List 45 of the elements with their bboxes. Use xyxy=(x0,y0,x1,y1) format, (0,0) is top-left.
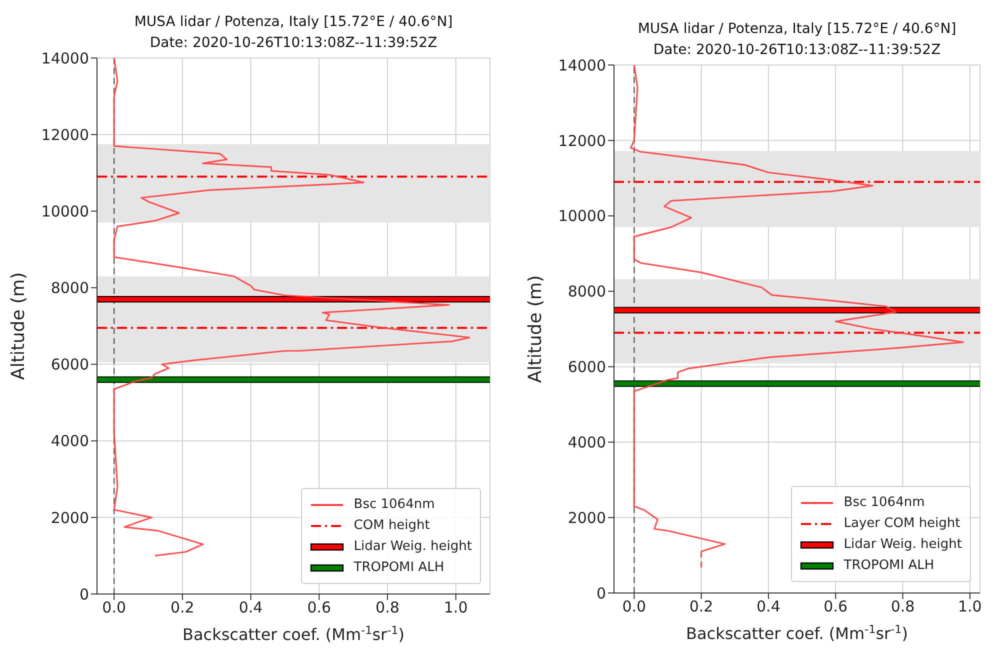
y-tick-label: 0 xyxy=(596,584,606,602)
legend-label: Lidar Weig. height xyxy=(844,536,962,554)
x-tick-label: 0.8 xyxy=(376,598,400,617)
y-tick-label: 10000 xyxy=(558,207,606,226)
x-axis-title: Backscatter coef. (Mm$^{-1}$sr$^{-1}$) xyxy=(686,622,908,643)
y-tick-label: 8000 xyxy=(50,279,89,298)
y-tick-label: 14000 xyxy=(41,49,89,68)
legend-label: Bsc 1064nm xyxy=(844,494,925,512)
x-axis-title: Backscatter coef. (Mm$^{-1}$sr$^{-1}$) xyxy=(182,624,405,644)
x-tick-label: 0.0 xyxy=(622,598,646,616)
y-tick-label: 4000 xyxy=(50,432,89,450)
y-tick-label: 8000 xyxy=(568,282,606,301)
y-tick-label: 4000 xyxy=(568,433,606,452)
x-tick-label: 0.0 xyxy=(102,598,126,617)
y-axis-title: Altitude (m) xyxy=(8,272,29,380)
y-tick-label: 2000 xyxy=(50,508,89,527)
y-tick-label: 10000 xyxy=(41,202,89,220)
chart-title: MUSA lidar / Potenza, Italy [15.72°E / 40.6°N] xyxy=(133,13,454,32)
y-tick-label: 0 xyxy=(79,585,89,604)
y-tick-label: 6000 xyxy=(50,356,89,374)
y-tick-label: 14000 xyxy=(558,56,606,74)
chart-subtitle: Date: 2020-10-26T10:13:08Z--11:39:52Z xyxy=(150,35,438,51)
y-tick-label: 12000 xyxy=(41,126,89,144)
x-tick-label: 0.6 xyxy=(307,598,332,617)
x-tick-label: 1.0 xyxy=(444,598,468,617)
x-tick-label: 1.0 xyxy=(958,598,982,616)
x-tick-label: 0.4 xyxy=(238,598,263,617)
y-axis-title: Altitude (m) xyxy=(525,275,546,383)
legend-label: COM height xyxy=(354,517,430,535)
line-series xyxy=(113,58,470,557)
x-tick-label: 0.2 xyxy=(689,598,714,616)
x-tick-label: 0.6 xyxy=(824,598,848,616)
y-tick-label: 12000 xyxy=(558,132,606,150)
x-tick-label: 0.8 xyxy=(890,598,915,616)
x-tick-label: 0.2 xyxy=(170,598,194,617)
legend-label: TROPOMI ALH xyxy=(354,559,444,577)
x-tick-label: 0.4 xyxy=(756,598,780,616)
y-tick-label: 6000 xyxy=(568,358,606,376)
legend-label: Layer COM height xyxy=(844,515,960,533)
legend-label: Bsc 1064nm xyxy=(354,496,435,514)
legend-label: TROPOMI ALH xyxy=(844,557,934,575)
y-tick-label: 2000 xyxy=(568,508,606,527)
chart-subtitle: Date: 2020-10-26T10:13:08Z--11:39:52Z xyxy=(653,42,941,58)
chart-title: MUSA lidar / Potenza, Italy [15.72°E / 40.6°N] xyxy=(636,20,958,39)
legend-label: Lidar Weig. height xyxy=(354,538,472,556)
